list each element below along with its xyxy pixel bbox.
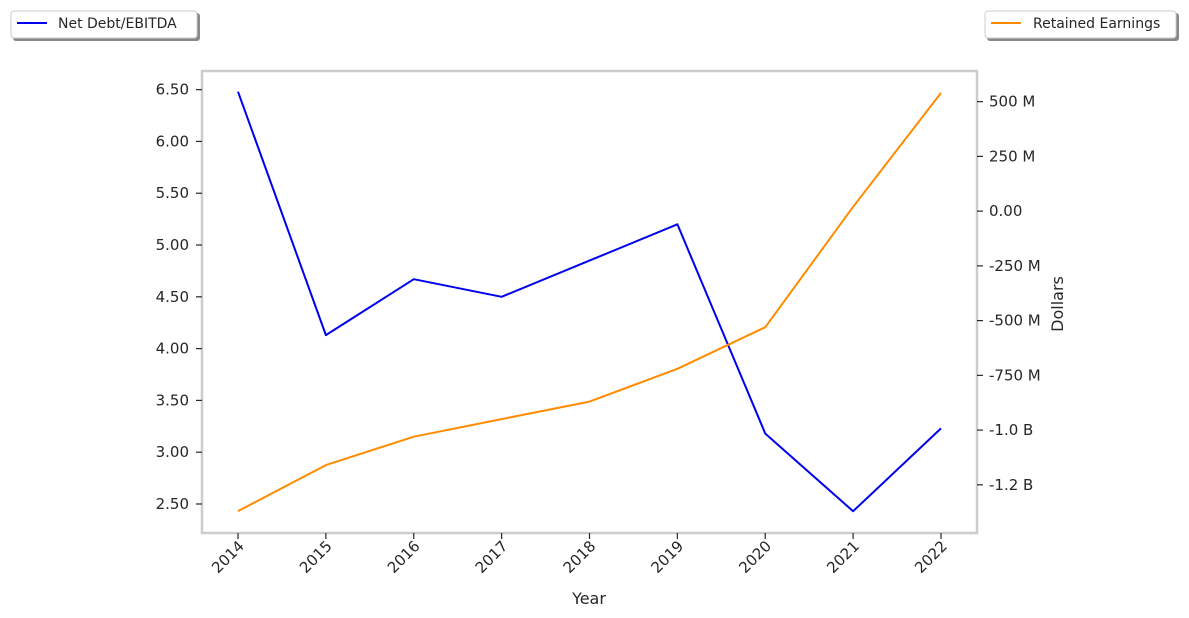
left-tick-label: 6.00 [156,132,189,150]
right-tick-label: 0.00 [989,202,1022,220]
x-tick-label: 2021 [823,537,863,577]
legend-box [984,10,1177,39]
series-line-retained-earnings [237,92,942,512]
left-tick-label: 4.00 [156,340,189,358]
series-layer [237,91,942,513]
right-tick-label: 250 M [989,147,1035,165]
left-tick-label: 6.50 [156,81,189,99]
left-tick-label: 4.50 [156,288,189,306]
right-tick-label: 500 M [989,93,1035,111]
right-tick-label: -1.2 B [989,476,1033,494]
right-axis-ticks: 500 M 250 M 0.00 -250 M -500 M -750 M -1.0 B -1… [977,93,1041,494]
legend-net-debt: Net Debt/EBITDA [10,10,200,41]
left-tick-label: 2.50 [156,495,189,513]
x-tick-label: 2015 [296,537,336,577]
x-tick-label: 2018 [560,537,600,577]
left-tick-label: 3.50 [156,391,189,409]
x-tick-label: 2022 [911,537,951,577]
right-tick-label: -750 M [989,366,1041,384]
series-line-net-debt-ebitda [237,91,942,513]
left-tick-label: 3.00 [156,443,189,461]
x-tick-label: 2014 [208,537,248,577]
x-axis-ticks: 2014 2015 2016 2017 2018 2019 2020 2021 2022 [208,533,951,577]
legend-retained-earnings: Retained Earnings [984,10,1179,41]
plot-frame [200,69,979,535]
left-axis-ticks: 2.50 3.00 3.50 4.00 4.50 5.00 5.50 6.00 6.50 [156,81,202,513]
right-tick-label: -250 M [989,257,1041,275]
x-axis-title: Year [571,589,606,608]
legend-label-retained-earnings: Retained Earnings [1033,16,1160,32]
x-tick-label: 2016 [384,537,424,577]
left-tick-label: 5.00 [156,236,189,254]
x-tick-label: 2019 [647,537,687,577]
x-tick-label: 2017 [472,537,512,577]
x-tick-label: 2020 [735,537,775,577]
legend-label-net-debt: Net Debt/EBITDA [58,16,177,32]
right-tick-label: -1.0 B [989,421,1033,439]
left-tick-label: 5.50 [156,184,189,202]
legend-box [10,10,198,39]
right-axis-title: Dollars [1048,276,1067,332]
right-tick-label: -500 M [989,312,1041,330]
